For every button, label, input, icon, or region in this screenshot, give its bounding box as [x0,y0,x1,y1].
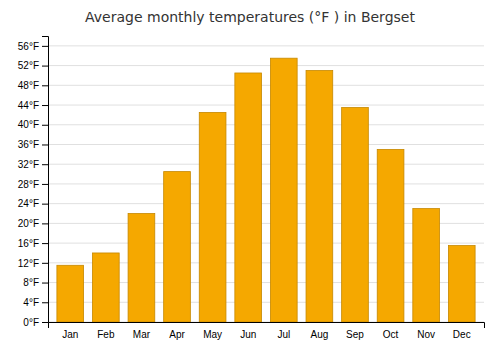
tick-mark [42,144,48,145]
tick-label: Mar [133,329,151,340]
tick: 32°F [18,159,48,170]
bar [413,209,440,322]
tick: 36°F [18,139,48,150]
plot: 0°F 4°F 8°F 12°F 16°F 20°F 24°F 28°F 32°F 36°F 40°… [18,37,485,341]
grid-line [48,105,484,106]
bar [377,149,404,322]
axis-line [42,37,49,323]
tick: Jul [277,329,290,340]
tick-mark [42,85,48,86]
tick-mark [42,46,48,47]
tick-mark [42,164,48,165]
tick-label: Jan [62,329,78,340]
tick: 52°F [18,60,48,71]
tick: 28°F [18,179,48,190]
bar [199,112,226,322]
tick-label: May [203,329,222,340]
tick: Feb [97,329,115,340]
y-axis: 0°F 4°F 8°F 12°F 16°F 20°F 24°F 28°F 32°F 36°F 40°… [18,37,49,328]
bar [342,108,369,323]
grid [48,46,484,322]
tick: 56°F [18,41,48,52]
tick: May [203,329,222,340]
tick: 24°F [18,198,48,209]
tick: Nov [417,329,435,340]
tick-label: 24°F [18,198,39,209]
x-axis: Jan Feb Mar Apr May Jun Jul Aug Sep Oct Nov Dec [49,323,485,341]
tick-label: 32°F [18,159,39,170]
bar [306,71,333,322]
tick: 48°F [18,80,48,91]
tick: 16°F [18,238,48,249]
tick-mark [42,125,48,126]
tick-mark [42,66,48,67]
grid-line [48,164,484,165]
bar [92,253,119,322]
tick-mark [42,322,48,323]
tick-mark [42,302,48,303]
bar [270,58,297,322]
tick-label: 28°F [18,179,39,190]
grid-line [48,144,484,145]
tick-label: 0°F [23,317,39,328]
tick-label: Jul [277,329,290,340]
tick-label: Feb [97,329,115,340]
grid-line [48,203,484,204]
tick-label: 16°F [18,238,39,249]
tick-label: Sep [346,329,364,340]
tick: Apr [169,329,185,340]
grid-line [48,65,484,66]
grid-line [48,45,484,46]
tick-label: Dec [453,329,471,340]
tick-mark [42,283,48,284]
tick: Aug [310,329,328,340]
grid-line [48,85,484,86]
tick: Sep [346,329,364,340]
tick-label: 44°F [18,100,39,111]
tick: 0°F [23,317,48,328]
tick-label: 40°F [18,119,39,130]
tick-label: Aug [310,329,328,340]
tick: 40°F [18,119,48,130]
grid-line [48,124,484,125]
tick-label: 56°F [18,41,39,52]
tick-label: Nov [417,329,435,340]
tick: Jun [240,329,256,340]
grid-line [48,183,484,184]
tick: 4°F [23,297,48,308]
tick: Mar [133,329,151,340]
tick-label: 52°F [18,60,39,71]
bar [57,265,84,322]
tick-mark [42,243,48,244]
tick: 8°F [23,277,48,288]
tick-mark [42,263,48,264]
tick-label: Apr [169,329,185,340]
bar [235,73,262,322]
title: Average monthly temperatures (°F ) in Be… [85,9,415,25]
tick-label: Oct [383,329,399,340]
tick-label: 36°F [18,139,39,150]
tick-label: 8°F [23,277,39,288]
tick-label: 12°F [18,258,39,269]
tick: 44°F [18,100,48,111]
tick: 12°F [18,258,48,269]
tick-label: 48°F [18,80,39,91]
chart: 0°F 4°F 8°F 12°F 16°F 20°F 24°F 28°F 32°F 36°F 40°… [0,0,500,350]
tick-label: 4°F [23,297,39,308]
tick: Jan [62,329,78,340]
tick: 20°F [18,218,48,229]
axis-line [49,323,485,329]
tick-label: 20°F [18,218,39,229]
tick: Oct [383,329,399,340]
bars [57,58,475,322]
bar [164,172,191,322]
tick-mark [42,184,48,185]
tick-label: Jun [240,329,256,340]
bar [448,246,475,322]
tick-mark [42,223,48,224]
tick-mark [42,105,48,106]
bar [128,214,155,322]
tick: Dec [453,329,471,340]
tick-mark [42,204,48,205]
